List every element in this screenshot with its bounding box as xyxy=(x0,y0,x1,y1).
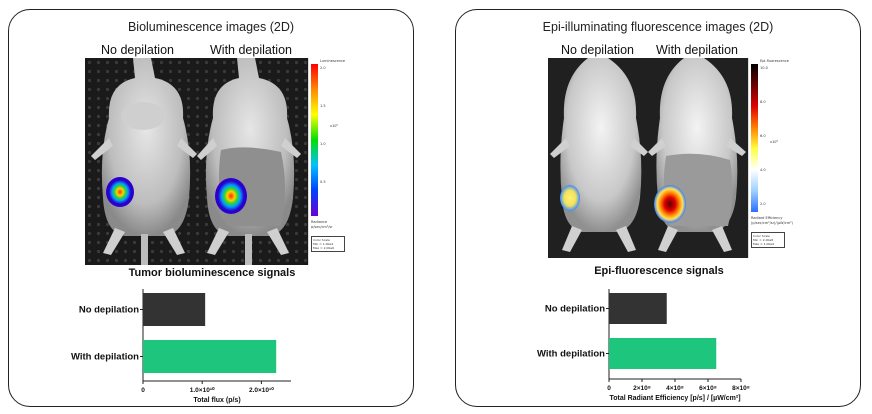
category-label: With depilation xyxy=(71,352,139,363)
colorbar-tick: 4.0 xyxy=(760,168,766,172)
colorbar-tick: 2.0 xyxy=(320,66,326,70)
label-with-depilation: With depilation xyxy=(210,43,292,57)
bar xyxy=(609,338,717,369)
label-no-depilation: No depilation xyxy=(101,43,174,57)
mouse-no-depilation xyxy=(550,58,648,252)
category-label: No depilation xyxy=(79,305,139,316)
bioluminescence-panel: Bioluminescence images (2D) No depilatio… xyxy=(8,9,414,407)
colorbar-tick: 8.0 xyxy=(760,100,766,104)
bioluminescence-mouse-image xyxy=(85,58,308,265)
bar-chart-svg: No depilation With depilation 0 2×10⁸ 4×10⁸ 6… xyxy=(537,289,750,402)
color-scale-box: Color Scale Min = 1.00e4 Max = 2.00e6 xyxy=(311,236,345,252)
chart-title: Epi-fluorescence signals xyxy=(594,265,724,277)
colorbar-tick: 0.5 xyxy=(320,180,326,184)
bar xyxy=(609,293,667,324)
colorbar-tick: 6.0 xyxy=(760,134,766,138)
fluorescence-mouse-image xyxy=(548,58,748,258)
colorbar-unit: p/sec/cm²/sr xyxy=(311,225,333,229)
scale-line: Color Scale xyxy=(753,234,770,238)
colorbar-tick: 1.5 xyxy=(320,104,326,108)
colorbar-gradient xyxy=(751,64,758,212)
x-tick-label: 8×10⁸ xyxy=(732,385,750,392)
colorbar-gradient xyxy=(311,64,318,216)
mouse-no-depilation xyxy=(91,58,197,265)
x-tick-label: 4×10⁸ xyxy=(666,385,684,392)
panel-title: Bioluminescence images (2D) xyxy=(127,20,295,34)
luminescence-colorbar: Luminescence 2.0 1.5 x10⁶ 1.0 0.5 Radian… xyxy=(308,58,349,265)
fluorescence-panel: Epi-illuminating fluorescence images (2D… xyxy=(455,9,861,407)
colorbar-unit: Radiant Efficiency xyxy=(751,216,783,220)
fluorescence-bar-chart: No depilation With depilation 0 2×10⁸ 4×10⁸ 6… xyxy=(456,283,862,412)
colorbar-tick: 10.0 xyxy=(760,66,768,70)
colorbar-title: Epi-fluorescence xyxy=(760,59,789,63)
x-tick-label: 1.0×10¹⁰ xyxy=(190,386,215,394)
x-tick-label: 0 xyxy=(141,387,145,394)
x-axis-label: Total Radiant Efficiency [p/s] / [µW/cm²… xyxy=(609,395,740,402)
x-tick-label: 6×10⁸ xyxy=(699,385,717,392)
colorbar-tick: 2.0 xyxy=(760,202,766,206)
panel-title: Epi-illuminating fluorescence images (2D… xyxy=(542,20,774,34)
bar xyxy=(143,293,206,326)
category-label: With depilation xyxy=(537,349,605,360)
category-label: No depilation xyxy=(545,304,605,315)
bioluminescence-bar-chart: No depilation With depilation 0 1.0×10¹⁰ 2.0… xyxy=(9,285,415,412)
scale-line: Color Scale xyxy=(313,238,330,242)
colorbar-title: Luminescence xyxy=(320,59,346,63)
mouse-with-depilation xyxy=(648,58,746,252)
colorbar-exponent: x10⁸ xyxy=(770,140,778,144)
color-scale-box: Color Scale Min = 2.00e8 Max = 1.00e9 xyxy=(751,232,785,248)
bar-chart-svg: No depilation With depilation 0 1.0×10¹⁰ 2.0… xyxy=(71,289,291,404)
bar xyxy=(143,340,277,373)
x-tick-label: 2×10⁸ xyxy=(633,385,651,392)
x-tick-label: 2.0×10¹⁰ xyxy=(249,386,274,394)
scale-line: Max = 1.00e9 xyxy=(753,242,775,246)
chart-title: Tumor bioluminescence signals xyxy=(128,267,296,279)
label-no-depilation: No depilation xyxy=(561,43,634,57)
x-tick-label: 0 xyxy=(607,385,611,392)
x-axis-label: Total flux (p/s) xyxy=(193,397,240,404)
fluorescence-colorbar: Epi-fluorescence 10.0 8.0 6.0 x10⁸ 4.0 2… xyxy=(748,58,793,258)
mouse-with-depilation xyxy=(197,58,301,265)
colorbar-tick: 1.0 xyxy=(320,142,326,146)
label-with-depilation: With depilation xyxy=(656,43,738,57)
colorbar-unit: (p/sec/cm²/sr)/(µW/cm²) xyxy=(751,221,793,225)
scale-line: Max = 2.00e6 xyxy=(313,246,335,250)
scale-line: Min = 2.00e8 xyxy=(753,238,774,242)
colorbar-unit: Radiance xyxy=(311,220,328,224)
scale-line: Min = 1.00e4 xyxy=(313,242,334,246)
colorbar-exponent: x10⁶ xyxy=(330,124,338,128)
